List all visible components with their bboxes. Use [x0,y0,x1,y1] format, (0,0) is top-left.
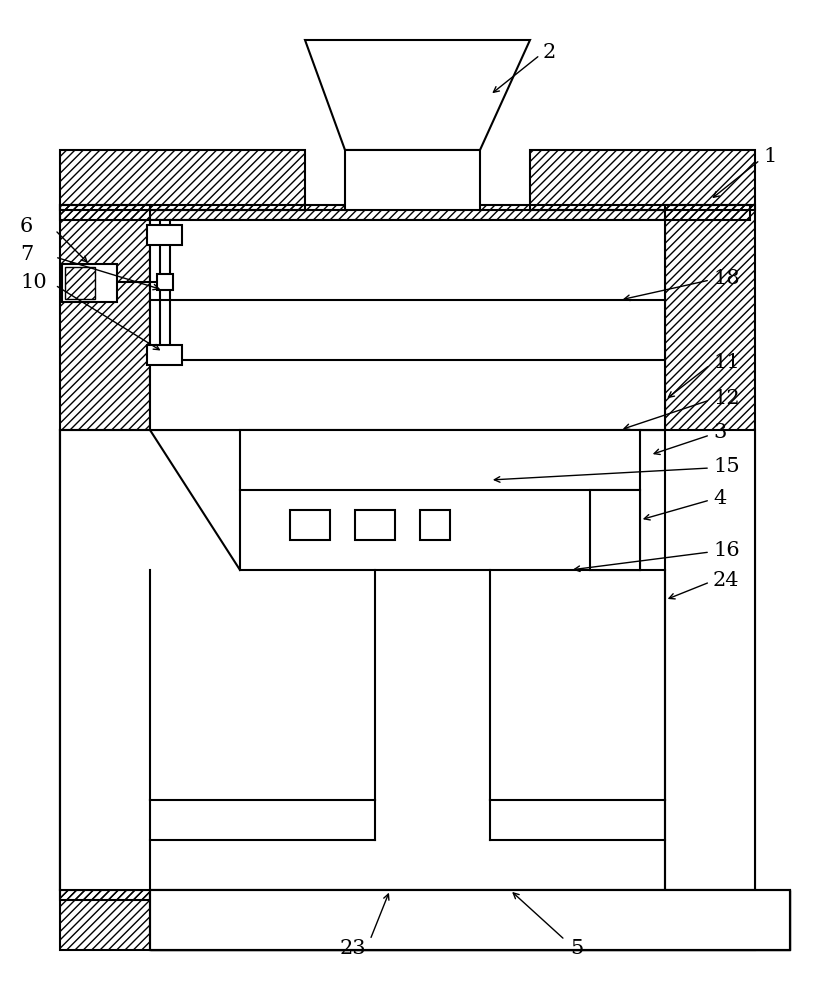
Bar [60,430,755,890]
Text: 23: 23 [340,938,367,958]
Text: 10: 10 [20,272,47,292]
Bar [665,205,755,900]
Bar [150,210,665,890]
Bar [147,225,182,245]
Text: 24: 24 [713,570,740,589]
Bar [60,890,755,950]
Bar [65,267,95,299]
Text: 5: 5 [570,938,583,958]
Bar [60,205,750,220]
Text: 16: 16 [713,540,740,560]
Bar [530,150,755,210]
Bar [157,274,173,290]
Bar [62,264,117,302]
Bar [290,510,330,540]
Text: 12: 12 [713,388,740,408]
Polygon shape [305,40,530,150]
Bar [150,220,665,430]
Text: 18: 18 [713,268,740,288]
Text: 6: 6 [20,218,33,236]
Text: 3: 3 [713,424,727,442]
Text: 1: 1 [763,147,777,166]
Bar [590,490,640,570]
Bar [60,150,305,210]
Bar [240,430,640,570]
Text: 11: 11 [713,354,740,372]
Bar [355,510,395,540]
Bar [150,890,790,950]
Bar [345,150,480,210]
Polygon shape [150,890,790,950]
Text: 15: 15 [713,456,740,476]
Bar [147,345,182,365]
Bar [150,890,790,950]
Text: 7: 7 [20,244,33,263]
Bar [60,205,150,900]
Text: 4: 4 [713,488,727,508]
Text: 2: 2 [543,42,557,62]
Bar [420,510,450,540]
